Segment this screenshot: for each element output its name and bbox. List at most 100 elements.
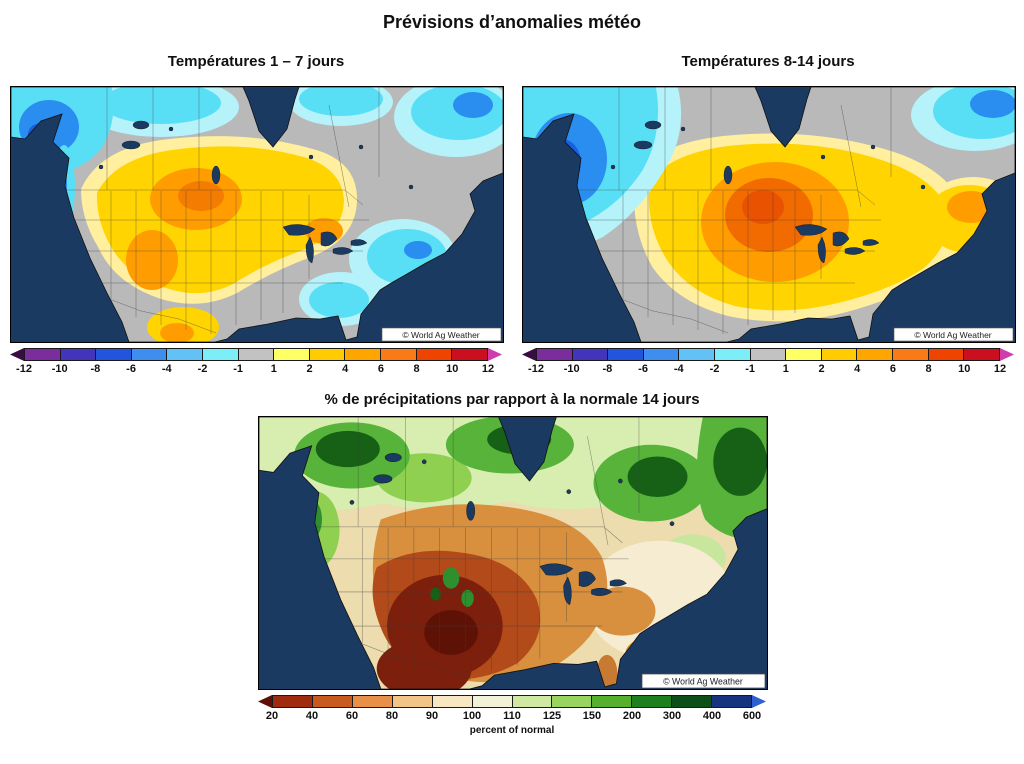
legend-segment	[892, 349, 928, 360]
legend-tick-label: -1	[745, 363, 756, 375]
temp-legend-1-7: -12 -10 -8 -6 -4 -2 -1 1 2 4 6 8 10 12	[10, 348, 502, 377]
legend-tick-labels: -12 -10 -8 -6 -4 -2 -1 1 2 4 6 8 10 12	[528, 362, 1006, 377]
legend-segment	[571, 349, 608, 360]
legend-segment	[130, 349, 167, 360]
watermark-label: © World Ag Weather	[893, 327, 1014, 342]
legend-tick-label: 40	[305, 710, 319, 722]
legend-tick-label: 100	[462, 710, 482, 722]
temp-map-1-7-column: Températures 1 – 7 jours	[10, 39, 504, 377]
legend-tick-label: 110	[503, 710, 521, 722]
legend-segment	[95, 349, 131, 360]
legend-segment	[431, 696, 472, 707]
legend-tick-label: 12	[993, 363, 1007, 375]
legend-segment	[551, 696, 592, 707]
great-lakes	[98, 120, 414, 264]
legend-tick-label: 150	[582, 710, 602, 722]
watermark-label: © World Ag Weather	[641, 673, 766, 689]
legend-segment	[749, 349, 786, 360]
legend-segment	[391, 696, 432, 707]
legend-tick-label: 12	[481, 363, 495, 375]
legend-segment	[311, 696, 352, 707]
legend-segment	[415, 349, 452, 360]
page-title: Prévisions d’anomalies météo	[382, 12, 642, 32]
watermark-text: © World Ag Weather	[663, 677, 743, 687]
legend-segment	[273, 696, 312, 707]
legend-segment	[511, 696, 552, 707]
legend-tick-label: -2	[709, 363, 720, 375]
legend-tick-label: 300	[662, 710, 682, 722]
legend-segment	[607, 349, 643, 360]
legend-tick-label: 125	[542, 710, 562, 722]
legend-arrow-left	[522, 348, 536, 361]
legend-tick-label: 90	[425, 710, 439, 722]
legend-segment	[308, 349, 345, 360]
legend-segment	[678, 349, 715, 360]
precip-legend: 20 40 60 80 90 100 110 125 150 200 300 400 600 percen…	[258, 695, 766, 736]
legend-segment	[344, 349, 381, 360]
legend-tick-label: 600	[742, 710, 762, 722]
legend-segment	[671, 696, 712, 707]
legend-tick-label: -12	[16, 363, 32, 375]
legend-segment	[785, 349, 821, 360]
legend-color-bar	[258, 695, 766, 708]
legend-tick-label: 4	[342, 363, 349, 375]
legend-tick-labels: -12 -10 -8 -6 -4 -2 -1 1 2 4 6 8 10 12	[16, 362, 494, 377]
legend-tick-label: 10	[446, 363, 459, 375]
legend-tick-label: 2	[818, 363, 825, 375]
legend-arrow-right	[752, 695, 766, 708]
temp-8-14-title: Températures 8-14 jours	[681, 53, 855, 70]
legend-tick-label: 20	[265, 710, 279, 722]
temp-anomaly-map-1-7-days: © World Ag Weather	[10, 86, 504, 343]
legend-tick-label: 400	[702, 710, 722, 722]
legend-segment	[963, 349, 999, 360]
legend-tick-label: -4	[673, 363, 684, 375]
legend-tick-label: 80	[385, 710, 399, 722]
legend-arrow-right	[488, 348, 502, 361]
great-lakes	[349, 453, 675, 606]
legend-tick-label: -8	[90, 363, 101, 375]
legend-tick-label: -4	[161, 363, 172, 375]
great-lakes	[610, 120, 926, 264]
watermark-text: © World Ag Weather	[914, 330, 991, 340]
legend-segment	[59, 349, 96, 360]
legend-segment	[351, 696, 392, 707]
temp-anomaly-map-8-14-days: © World Ag Weather	[522, 86, 1016, 343]
legend-segment	[380, 349, 416, 360]
legend-tick-label: -10	[563, 363, 580, 375]
legend-color-bar	[522, 348, 1014, 361]
legend-tick-label: 1	[270, 363, 277, 375]
legend-caption: percent of normal	[469, 725, 555, 736]
legend-tick-label: -10	[51, 363, 68, 375]
legend-segment	[631, 696, 672, 707]
precip-title: % de précipitations par rapport à la nor…	[324, 391, 700, 408]
legend-segment	[25, 349, 60, 360]
legend-tick-label: -8	[602, 363, 613, 375]
state-borders	[63, 87, 380, 334]
legend-arrow-left	[10, 348, 24, 361]
state-borders	[575, 87, 892, 334]
legend-tick-labels: 20 40 60 80 90 100 110 125 150 200 300 400 600	[266, 709, 761, 724]
legend-tick-label: -12	[528, 363, 544, 375]
legend-tick-label: -2	[197, 363, 208, 375]
legend-segment	[451, 349, 487, 360]
watermark-label: © World Ag Weather	[381, 327, 502, 342]
temperature-maps-row: Températures 1 – 7 jours	[0, 39, 1024, 377]
legend-segment	[714, 349, 750, 360]
legend-tick-label: 8	[925, 363, 932, 375]
legend-segment	[166, 349, 203, 360]
legend-segment	[273, 349, 309, 360]
legend-tick-label: 2	[306, 363, 313, 375]
legend-tick-label: 10	[958, 363, 971, 375]
coastline	[259, 417, 767, 689]
state-borders	[312, 417, 640, 681]
legend-segment	[237, 349, 274, 360]
legend-tick-label: -6	[638, 363, 648, 375]
legend-segment	[471, 696, 512, 707]
watermark-text: © World Ag Weather	[402, 330, 479, 340]
precip-anomaly-map-14-days: © World Ag Weather	[258, 416, 768, 690]
legend-segment	[856, 349, 893, 360]
legend-tick-label: 200	[622, 710, 642, 722]
legend-tick-label: 6	[889, 363, 896, 375]
legend-tick-label: 8	[413, 363, 420, 375]
